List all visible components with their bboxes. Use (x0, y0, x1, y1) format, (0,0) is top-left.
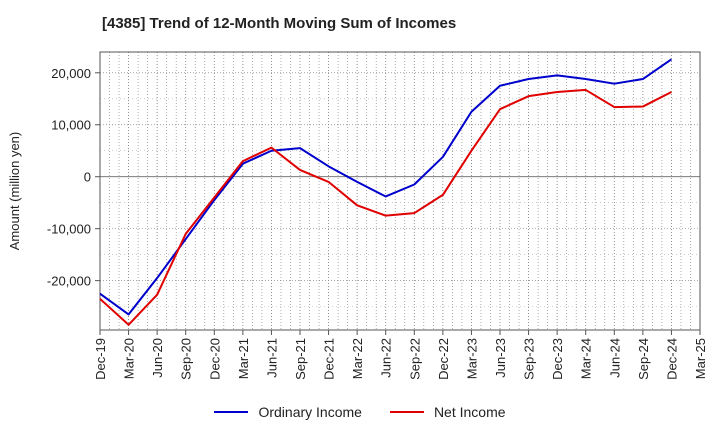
y-tick-label: -20,000 (47, 274, 91, 289)
x-tick-label: Mar-20 (122, 338, 137, 379)
x-tick-label: Dec-19 (93, 338, 108, 380)
x-tick-label: Sep-20 (179, 338, 194, 380)
x-tick-label: Mar-21 (236, 338, 251, 379)
x-tick-label: Dec-20 (207, 338, 222, 380)
x-tick-label: Dec-22 (436, 338, 451, 380)
x-tick-label: Jun-21 (264, 338, 279, 378)
x-tick-label: Sep-24 (636, 338, 651, 380)
x-tick-label: Dec-23 (550, 338, 565, 380)
x-tick-label: Mar-25 (693, 338, 708, 379)
x-tick-label: Jun-20 (150, 338, 165, 378)
y-axis-label: Amount (million yen) (7, 132, 22, 251)
x-tick-label: Dec-21 (322, 338, 337, 380)
grid (100, 52, 700, 330)
legend: Ordinary Income Net Income (0, 404, 720, 420)
x-axis: Dec-19 Mar-20 Jun-20 Sep-20 Dec-20 Mar-21 Jun-… (93, 330, 708, 380)
x-tick-label: Mar-24 (579, 338, 594, 379)
x-tick-label: Mar-22 (350, 338, 365, 379)
legend-label-ordinary-income: Ordinary Income (258, 404, 362, 420)
series-line-net-income (99, 88, 672, 326)
x-tick-label: Sep-21 (293, 338, 308, 380)
legend-swatch-ordinary-income (214, 411, 249, 413)
series-line-ordinary-income (99, 58, 672, 316)
y-tick-label: 10,000 (51, 118, 91, 133)
x-tick-label: Jun-22 (379, 338, 394, 378)
y-axis: 20,000 10,000 0 -10,000 -20,000 (47, 66, 100, 289)
chart-title: [4385] Trend of 12-Month Moving Sum of I… (102, 15, 457, 32)
x-tick-label: Sep-22 (407, 338, 422, 380)
x-tick-label: Mar-23 (464, 338, 479, 379)
plot-frame (99, 51, 701, 331)
y-tick-label: 20,000 (51, 66, 91, 81)
legend-swatch-net-income (389, 411, 424, 413)
y-tick-label: 0 (84, 170, 91, 185)
legend-item-ordinary-income: Ordinary Income (214, 404, 362, 420)
series-lines (99, 58, 672, 326)
x-tick-label: Sep-23 (522, 338, 537, 380)
y-tick-label: -10,000 (47, 222, 91, 237)
x-tick-label: Jun-23 (493, 338, 508, 378)
x-tick-label: Jun-24 (607, 338, 622, 378)
legend-label-net-income: Net Income (433, 404, 506, 420)
legend-item-net-income: Net Income (389, 404, 506, 420)
x-tick-label: Dec-24 (664, 338, 679, 380)
